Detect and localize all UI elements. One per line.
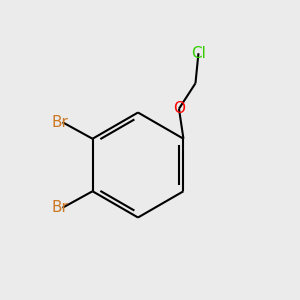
Text: O: O (173, 101, 185, 116)
Text: Cl: Cl (191, 46, 206, 61)
Text: Br: Br (51, 115, 68, 130)
Text: Br: Br (51, 200, 68, 215)
